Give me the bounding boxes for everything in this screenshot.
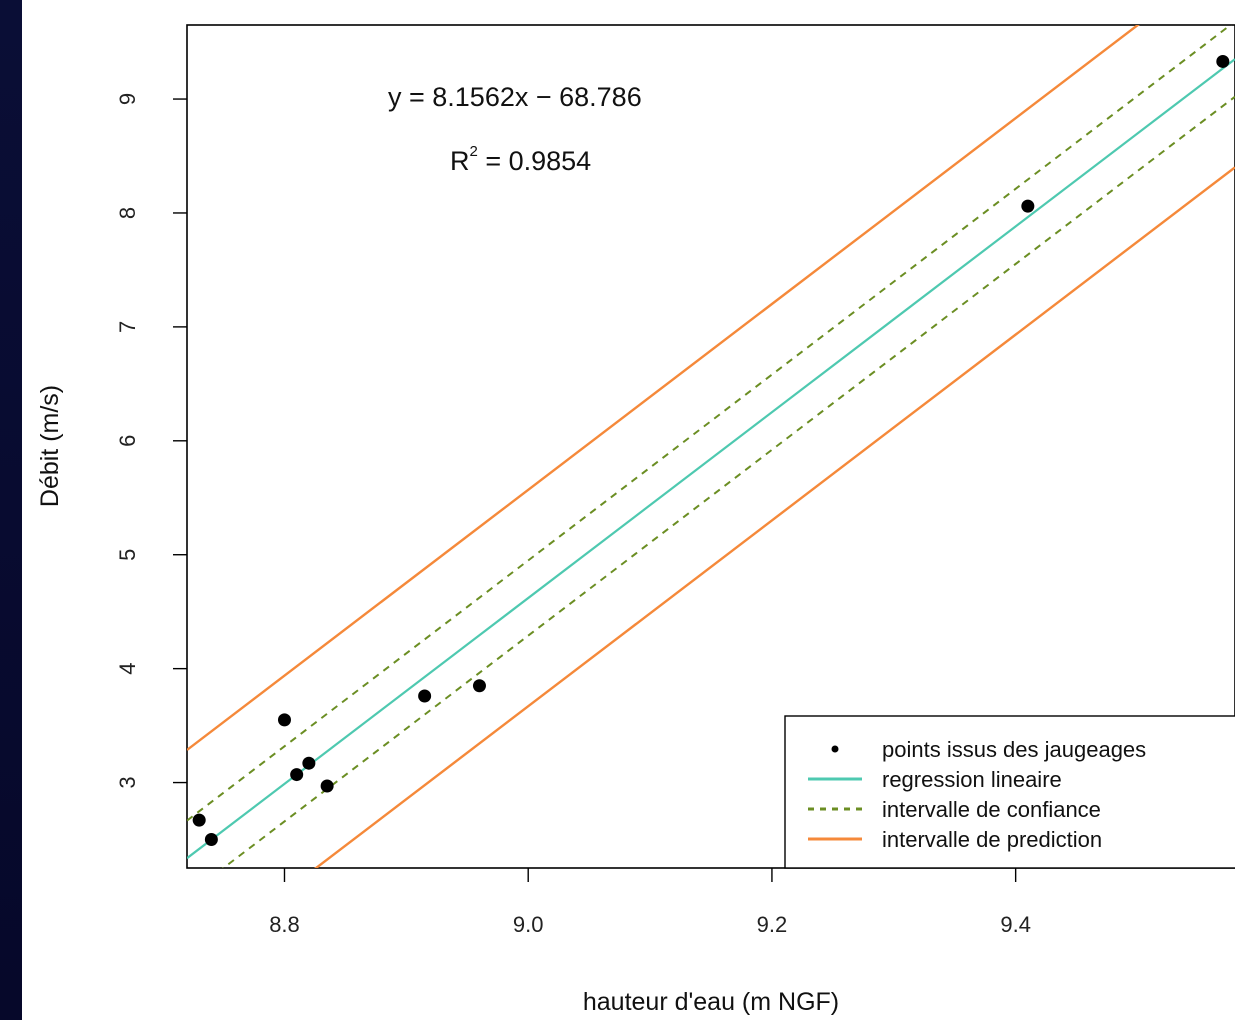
data-point-3 <box>277 713 291 727</box>
prediction-lower-line <box>314 166 1235 868</box>
series-layer <box>187 25 1235 868</box>
legend: points issus des jaugeages regression li… <box>784 715 1235 869</box>
y-tick-label-4: 6 <box>115 435 140 447</box>
confidence-lower-line <box>221 95 1235 868</box>
data-point-6 <box>320 779 334 793</box>
plot-frame <box>186 24 1235 869</box>
data-point-7 <box>418 689 432 703</box>
confidence-upper-line <box>187 25 1233 822</box>
r-squared: R2 = 0.9854 <box>450 143 591 176</box>
x-axis-title: hauteur d'eau (m NGF) <box>583 988 839 1016</box>
y-tick-label-1: 3 <box>115 776 140 788</box>
x-tick-label-3: 9.2 <box>757 912 788 937</box>
data-point-1 <box>192 813 206 827</box>
data-point-2 <box>204 833 218 847</box>
regression-line <box>187 58 1235 860</box>
x-tick-label-1: 8.8 <box>269 912 300 937</box>
regression-equation: y = 8.1562x − 68.786 <box>388 82 642 112</box>
data-point-8 <box>472 679 486 693</box>
data-point-4 <box>290 768 304 782</box>
y-axis-title: Débit (m/s) <box>36 385 64 507</box>
legend-entry-confidence: intervalle de confiance <box>882 797 1101 822</box>
y-tick-label-2: 4 <box>115 663 140 675</box>
legend-entry-points: points issus des jaugeages <box>882 737 1146 762</box>
legend-box <box>784 715 1235 869</box>
r-squared-exponent: 2 <box>470 143 478 160</box>
ticks-layer: 8.8 9.0 9.2 9.4 3 4 5 6 7 8 9 <box>115 93 1031 937</box>
data-point-5 <box>302 756 316 770</box>
legend-entry-regression: regression lineaire <box>882 767 1062 792</box>
y-tick-label-3: 5 <box>115 549 140 561</box>
data-point-10 <box>1216 54 1230 68</box>
background-strip <box>0 0 22 1020</box>
r-squared-letter: R <box>450 146 470 176</box>
legend-points-symbol <box>831 745 839 753</box>
x-tick-label-2: 9.0 <box>513 912 544 937</box>
y-tick-label-5: 7 <box>115 321 140 333</box>
y-tick-label-6: 8 <box>115 207 140 219</box>
data-point-9 <box>1021 199 1035 213</box>
legend-entry-prediction: intervalle de prediction <box>882 827 1102 852</box>
prediction-upper-line <box>187 25 1140 751</box>
r-squared-value: = 0.9854 <box>478 146 591 176</box>
y-tick-label-7: 9 <box>115 93 140 105</box>
x-tick-label-4: 9.4 <box>1000 912 1031 937</box>
